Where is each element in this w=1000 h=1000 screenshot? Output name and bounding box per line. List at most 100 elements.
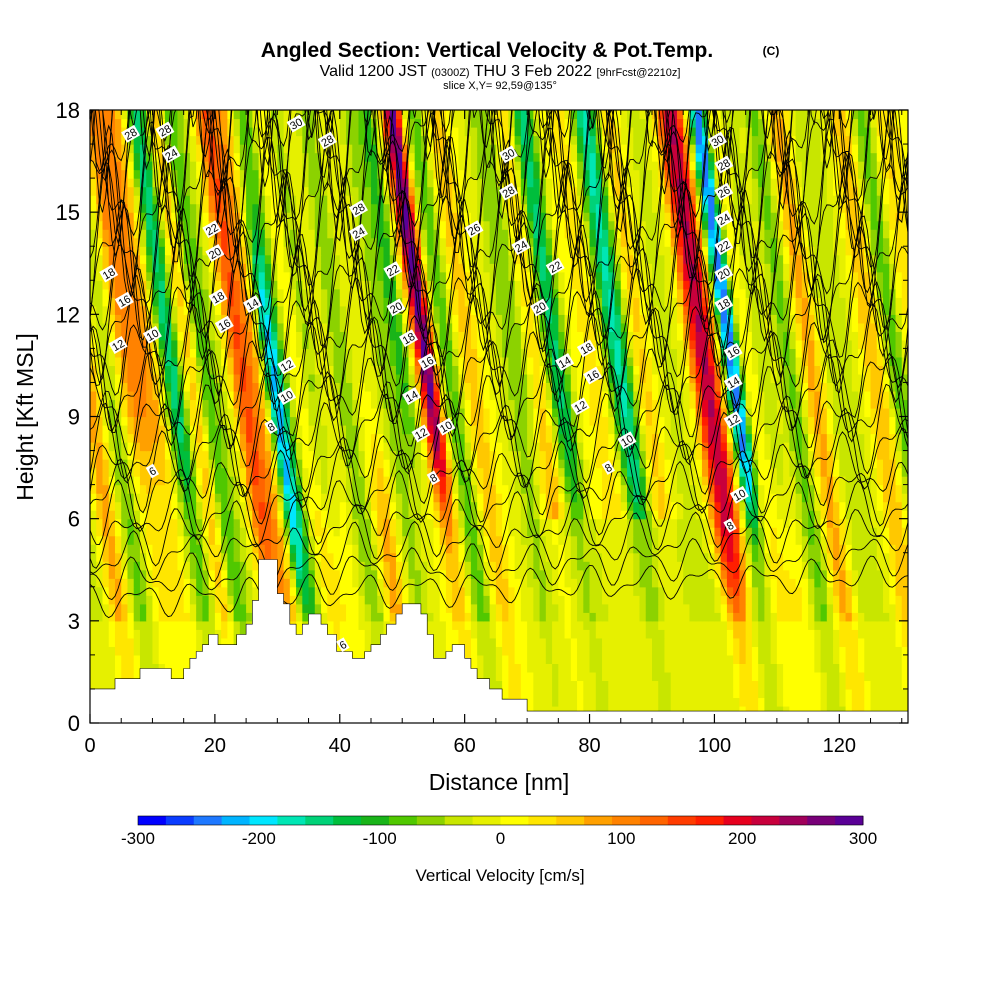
velocity-cell xyxy=(321,561,328,571)
velocity-cell xyxy=(346,637,353,647)
velocity-cell xyxy=(545,552,553,562)
velocity-cell xyxy=(414,578,422,588)
velocity-cell xyxy=(520,510,528,520)
velocity-cell xyxy=(146,450,154,460)
velocity-cell xyxy=(883,646,890,656)
velocity-cell xyxy=(420,493,428,503)
velocity-cell xyxy=(639,646,647,656)
velocity-cell xyxy=(801,595,809,605)
velocity-cell xyxy=(833,527,840,537)
velocity-cell xyxy=(745,552,753,562)
velocity-cell xyxy=(695,552,703,562)
velocity-cell xyxy=(533,629,541,639)
velocity-cell xyxy=(183,459,191,469)
velocity-cell xyxy=(346,586,353,596)
velocity-cell xyxy=(545,671,553,682)
velocity-cell xyxy=(826,603,834,613)
velocity-cell xyxy=(445,450,453,460)
velocity-cell xyxy=(196,425,203,435)
velocity-cell xyxy=(839,484,847,494)
velocity-cell xyxy=(452,407,460,418)
velocity-cell xyxy=(583,459,591,469)
velocity-cell xyxy=(645,535,653,545)
velocity-cell xyxy=(433,612,441,622)
velocity-cell xyxy=(495,535,503,545)
velocity-cell xyxy=(189,620,197,630)
velocity-cell xyxy=(183,450,191,460)
velocity-cell xyxy=(146,569,154,579)
velocity-cell xyxy=(664,629,672,639)
velocity-cell xyxy=(271,535,278,545)
velocity-cell xyxy=(420,450,428,460)
velocity-cell xyxy=(901,654,908,664)
velocity-cell xyxy=(502,688,509,699)
velocity-cell xyxy=(377,459,385,469)
velocity-cell xyxy=(346,535,353,545)
velocity-cell xyxy=(883,561,890,571)
velocity-cell xyxy=(152,603,160,613)
velocity-cell xyxy=(208,578,216,588)
velocity-cell xyxy=(233,484,241,494)
velocity-cell xyxy=(470,595,478,605)
velocity-cell xyxy=(533,671,541,682)
velocity-cell xyxy=(395,535,403,545)
velocity-cell xyxy=(670,595,678,605)
velocity-cell xyxy=(289,416,297,426)
velocity-cell xyxy=(845,586,853,596)
velocity-cell xyxy=(570,697,578,707)
velocity-cell xyxy=(883,603,890,613)
velocity-cell xyxy=(714,705,722,716)
velocity-cell xyxy=(676,586,684,596)
velocity-cell xyxy=(645,654,653,664)
velocity-cell xyxy=(527,663,534,673)
velocity-cell xyxy=(764,552,772,562)
velocity-cell xyxy=(552,612,559,622)
velocity-cell xyxy=(177,518,185,528)
velocity-cell xyxy=(670,663,678,673)
velocity-cell xyxy=(108,603,116,613)
velocity-cell xyxy=(264,442,272,452)
velocity-cell xyxy=(333,459,341,469)
velocity-cell xyxy=(883,501,890,511)
velocity-cell xyxy=(845,467,853,477)
velocity-cell xyxy=(876,654,884,664)
velocity-cell xyxy=(858,493,865,503)
velocity-cell xyxy=(764,697,772,707)
velocity-cell xyxy=(246,450,253,460)
velocity-cell xyxy=(764,646,772,656)
velocity-cell xyxy=(146,603,154,613)
velocity-cell xyxy=(127,535,135,545)
velocity-cell xyxy=(502,612,509,622)
velocity-cell xyxy=(602,671,609,682)
velocity-cell xyxy=(427,425,435,435)
velocity-cell xyxy=(552,476,559,486)
velocity-cell xyxy=(714,416,722,426)
velocity-cell xyxy=(683,688,691,699)
velocity-cell xyxy=(208,467,216,477)
velocity-cell xyxy=(520,561,528,571)
velocity-cell xyxy=(720,586,728,596)
velocity-cell xyxy=(889,433,897,443)
velocity-cell xyxy=(370,501,378,511)
velocity-cell xyxy=(346,544,353,554)
velocity-cell xyxy=(583,603,591,613)
velocity-cell xyxy=(283,544,291,554)
velocity-cell xyxy=(602,425,609,435)
velocity-cell xyxy=(770,552,778,562)
velocity-cell xyxy=(433,527,441,537)
velocity-cell xyxy=(639,527,647,537)
velocity-cell xyxy=(327,493,335,503)
velocity-cell xyxy=(808,688,815,699)
velocity-cell xyxy=(658,535,666,545)
velocity-cell xyxy=(558,620,566,630)
velocity-cell xyxy=(208,603,216,613)
velocity-cell xyxy=(833,595,840,605)
velocity-cell xyxy=(139,467,147,477)
velocity-cell xyxy=(408,493,416,503)
velocity-cell xyxy=(883,552,890,562)
velocity-cell xyxy=(114,561,122,571)
velocity-cell xyxy=(701,552,709,562)
velocity-cell xyxy=(314,535,322,545)
velocity-cell xyxy=(676,561,684,571)
velocity-cell xyxy=(708,586,716,596)
